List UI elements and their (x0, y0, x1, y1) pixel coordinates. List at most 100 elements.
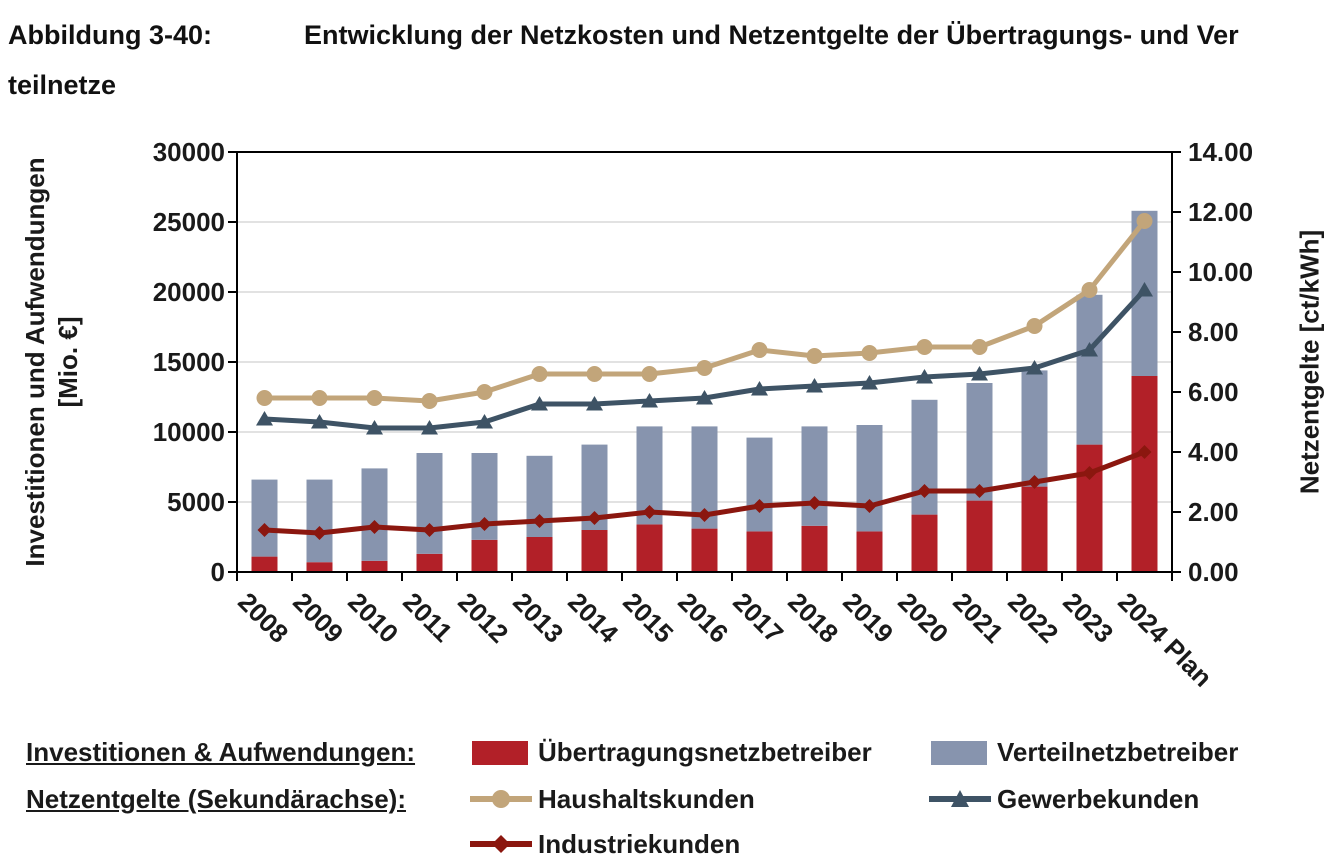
marker-triangle (1136, 282, 1153, 297)
marker-diamond (807, 496, 822, 510)
right-axis-tick-label: 8.00 (1188, 317, 1239, 347)
left-axis-tick-label: 15000 (152, 347, 225, 377)
marker-triangle (696, 390, 713, 405)
marker-diamond (752, 499, 767, 513)
legend-label-verteilnetzbetreiber: Verteilnetzbetreiber (997, 737, 1239, 767)
bar-segment-übertragungsnetzbetreiber-2018 (801, 525, 828, 572)
marker-circle (971, 339, 988, 355)
marker-diamond (972, 484, 987, 498)
marker-triangle (586, 396, 603, 411)
x-axis-tick-label: 2015 (616, 586, 679, 649)
marker-circle (421, 393, 438, 409)
right-axis-tick-label: 0.00 (1188, 557, 1239, 587)
left-axis-tick-label: 10000 (152, 417, 225, 447)
x-axis-tick-label: 2020 (891, 586, 954, 649)
right-axis-tick-label: 6.00 (1188, 377, 1239, 407)
marker-circle (806, 348, 823, 364)
figure-title-text-line2: teilnetze (8, 70, 117, 100)
legend-label-haushaltskunden: Haushaltskunden (538, 784, 755, 814)
x-axis-tick-label: 2018 (781, 586, 844, 649)
marker-diamond (367, 520, 382, 534)
right-axis-tick-label: 14.00 (1188, 137, 1254, 167)
x-axis-tick-label: 2022 (1001, 586, 1064, 649)
figure-number: Abbildung 3-40: (8, 20, 212, 50)
legend-line-sample-haushaltskunden (470, 790, 532, 808)
marker-triangle (421, 420, 438, 435)
legend-swatch-uebertragungsnetzbetreiber (472, 741, 528, 765)
bar-segment-übertragungsnetzbetreiber-2008 (251, 556, 278, 572)
marker-triangle (916, 369, 933, 384)
marker-circle (366, 390, 383, 406)
bar-segment-verteilnetzbetreiber-2018 (801, 426, 828, 526)
marker-circle (531, 366, 548, 382)
x-axis-tick-label: 2008 (231, 586, 294, 649)
marker-triangle (1026, 360, 1043, 375)
marker-circle (916, 339, 933, 355)
bar-segment-übertragungsnetzbetreiber-2023 (1076, 444, 1103, 572)
x-axis-tick-label: 2013 (506, 586, 569, 649)
x-axis-tick-label: 2016 (671, 586, 734, 649)
x-axis-tick-label: 2010 (341, 586, 404, 649)
bar-segment-verteilnetzbetreiber-2019 (856, 425, 883, 532)
x-axis-tick-label: 2019 (836, 586, 899, 649)
bar-segment-verteilnetzbetreiber-2010 (361, 468, 388, 561)
left-axis-title: Investitionen und Aufwendungen [Mio. €] (20, 157, 83, 567)
x-axis-tick-label: 2023 (1056, 586, 1119, 649)
marker-triangle (311, 414, 328, 429)
marker-circle (586, 366, 603, 382)
marker-diamond (862, 499, 877, 513)
legend-group-netzentgelte: Netzentgelte (Sekundärachse): (26, 784, 406, 814)
right-axis-tick-label: 2.00 (1188, 497, 1239, 527)
right-axis-tick-label: 10.00 (1188, 257, 1254, 287)
bar-segment-übertragungsnetzbetreiber-2017 (746, 531, 773, 572)
bar-segment-verteilnetzbetreiber-2017 (746, 437, 773, 532)
marker-circle (1136, 213, 1153, 229)
x-axis-tick-label: 2021 (946, 586, 1009, 649)
bar-segment-verteilnetzbetreiber-2009 (306, 479, 333, 563)
marker-diamond (1027, 475, 1042, 489)
legend-label-industriekunden: Industriekunden (538, 829, 741, 859)
legend-swatch-verteilnetzbetreiber (931, 741, 987, 765)
marker-triangle (366, 420, 383, 435)
marker-diamond (1082, 466, 1097, 480)
marker-circle (696, 360, 713, 376)
x-axis-tick-label: 2014 (561, 586, 624, 649)
bar-segment-übertragungsnetzbetreiber-2021 (966, 500, 993, 572)
marker-circle (1026, 318, 1043, 334)
marker-triangle (806, 378, 823, 393)
left-axis-tick-label: 25000 (152, 207, 225, 237)
marker-triangle (641, 393, 658, 408)
legend-line-sample-industriekunden (470, 835, 532, 853)
x-axis-tick-label: 2017 (726, 586, 789, 649)
legend-line-sample-gewerbekunden (929, 790, 991, 807)
marker-circle (861, 345, 878, 361)
legend-label-gewerbekunden: Gewerbekunden (997, 784, 1200, 814)
bar-segment-übertragungsnetzbetreiber-2015 (636, 524, 663, 572)
figure-title-text: Entwicklung der Netzkosten und Netzentge… (304, 20, 1239, 50)
marker-diamond (257, 523, 272, 537)
right-axis-tick-label: 4.00 (1188, 437, 1239, 467)
bar-segment-übertragungsnetzbetreiber-2016 (691, 528, 718, 572)
bar-segment-verteilnetzbetreiber-2023 (1076, 294, 1103, 445)
marker-diamond (642, 505, 657, 519)
bar-segment-verteilnetzbetreiber-2011 (416, 453, 443, 554)
bar-segment-verteilnetzbetreiber-2022 (1021, 370, 1048, 487)
marker-diamond (917, 484, 932, 498)
right-axis-tick-label: 12.00 (1188, 197, 1254, 227)
marker-circle (751, 342, 768, 358)
left-axis-tick-label: 5000 (167, 487, 225, 517)
left-axis-tick-label: 30000 (152, 137, 225, 167)
bar-segment-übertragungsnetzbetreiber-2019 (856, 531, 883, 572)
legend-group-investments: Investitionen & Aufwendungen: (26, 737, 416, 767)
x-axis-tick-label: 2024 Plan (1111, 586, 1218, 693)
bar-segment-übertragungsnetzbetreiber-2024 Plan (1131, 376, 1158, 572)
marker-triangle (1081, 342, 1098, 357)
bar-segment-verteilnetzbetreiber-2021 (966, 383, 993, 501)
right-axis-title: Netzentgelte [ct/kWh] (1294, 229, 1325, 495)
bar-segment-übertragungsnetzbetreiber-2014 (581, 530, 608, 572)
line-gewerbekunden (262, 287, 1147, 431)
bar-segment-übertragungsnetzbetreiber-2012 (471, 539, 498, 572)
marker-diamond (532, 514, 547, 528)
marker-circle (641, 366, 658, 382)
